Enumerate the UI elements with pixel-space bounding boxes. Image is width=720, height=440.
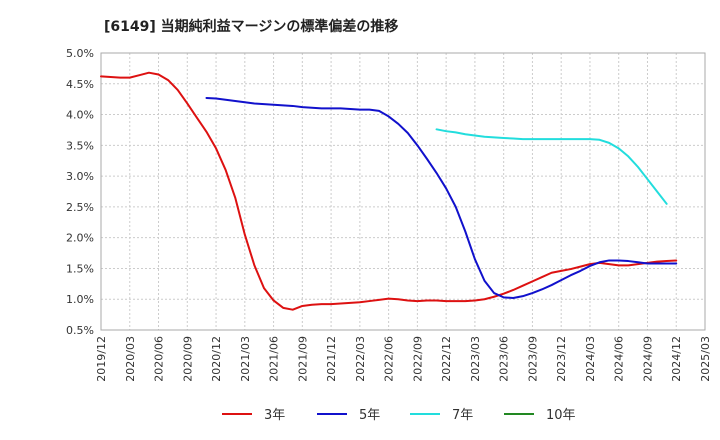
x-tick-label: 2022/06 xyxy=(383,336,396,382)
x-tick-label: 2020/06 xyxy=(153,336,166,382)
x-tick-label: 2022/12 xyxy=(440,336,453,382)
series-line-7年 xyxy=(435,128,668,205)
chart-title: [6149] 当期純利益マージンの標準偏差の推移 xyxy=(104,19,399,35)
x-tick-label: 2021/03 xyxy=(239,336,252,382)
legend-label: 5年 xyxy=(359,408,380,423)
legend-label: 3年 xyxy=(264,408,285,423)
x-tick-label: 2020/03 xyxy=(124,336,137,382)
x-tick-label: 2019/12 xyxy=(95,336,108,382)
x-tick-label: 2023/03 xyxy=(469,336,482,382)
x-tick-label: 2020/12 xyxy=(210,336,223,382)
plot-frame xyxy=(100,52,706,331)
series-line-5年 xyxy=(205,96,678,299)
legend-layer: 3年 5年 7年 10年 xyxy=(222,408,576,423)
x-tick-label: 2022/09 xyxy=(411,336,424,382)
plot-area xyxy=(101,53,705,330)
x-tick-label: 2025/03 xyxy=(699,336,712,382)
x-tick-label: 2023/06 xyxy=(498,336,511,382)
legend-label: 10年 xyxy=(546,408,576,423)
x-tick-label: 2024/12 xyxy=(670,336,683,382)
x-tick-label: 2020/09 xyxy=(181,336,194,382)
y-tick-label: 3.5% xyxy=(66,139,94,152)
x-tick-label: 2024/03 xyxy=(584,336,597,382)
y-tick-label: 2.0% xyxy=(66,232,94,245)
y-tick-label: 0.5% xyxy=(66,324,94,337)
series-line-3年 xyxy=(100,71,678,311)
x-tick-label: 2022/03 xyxy=(354,336,367,382)
axis-layer: 0.5% 1.0% 1.5% 2.0% 2.5% 3.0% 3.5% 4.0% 4.5% 5.0%… xyxy=(66,47,712,382)
y-tick-label: 4.0% xyxy=(66,109,94,122)
series-layer xyxy=(100,71,678,311)
x-tick-label: 2023/12 xyxy=(555,336,568,382)
y-tick-label: 4.5% xyxy=(66,78,94,91)
grid-layer xyxy=(100,52,706,331)
x-tick-label: 2024/09 xyxy=(641,336,654,382)
x-tick-label: 2024/06 xyxy=(613,336,626,382)
y-tick-label: 1.5% xyxy=(66,262,94,275)
x-tick-label: 2021/06 xyxy=(268,336,281,382)
x-tick-label: 2021/12 xyxy=(325,336,338,382)
y-tick-label: 2.5% xyxy=(66,201,94,214)
x-tick-label: 2021/09 xyxy=(296,336,309,382)
legend-label: 7年 xyxy=(452,408,473,423)
y-tick-label: 3.0% xyxy=(66,170,94,183)
x-tick-label: 2023/09 xyxy=(526,336,539,382)
y-tick-label: 5.0% xyxy=(66,47,94,60)
y-tick-label: 1.0% xyxy=(66,293,94,306)
